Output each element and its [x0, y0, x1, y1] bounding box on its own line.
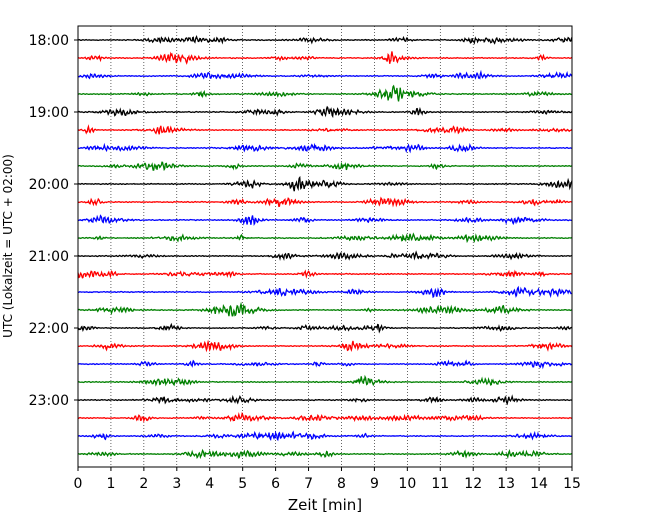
y-tick-label: 18:00 — [29, 33, 69, 49]
x-axis-label: Zeit [min] — [288, 496, 362, 514]
x-tick-label: 15 — [563, 476, 581, 492]
seismic-trace — [77, 232, 573, 244]
seismic-trace — [78, 51, 573, 65]
seismic-trace — [78, 411, 573, 424]
x-tick-label: 2 — [139, 476, 148, 492]
seismic-trace — [77, 339, 573, 353]
seismic-trace — [77, 69, 573, 80]
seismic-trace — [77, 394, 573, 406]
plot-frame — [77, 25, 573, 468]
y-axis: 18:00 19:00 20:00 21:00 22:00 23:00 — [29, 33, 78, 409]
x-tick-label: 14 — [530, 476, 548, 492]
y-tick-label: 20:00 — [29, 177, 69, 193]
seismic-trace — [77, 196, 573, 208]
seismic-trace — [77, 214, 572, 226]
y-tick-label: 21:00 — [29, 249, 69, 265]
seismic-trace — [77, 84, 573, 102]
y-tick-label: 19:00 — [29, 105, 69, 121]
seismic-trace — [77, 124, 573, 135]
x-tick-label: 10 — [398, 476, 416, 492]
trace-group — [77, 35, 573, 460]
seismic-trace — [77, 374, 573, 387]
seismic-trace — [77, 269, 573, 279]
seismic-trace — [77, 105, 573, 119]
x-tick-label: 4 — [205, 476, 214, 492]
x-tick-label: 3 — [172, 476, 181, 492]
plot-area — [78, 26, 572, 467]
x-axis: 0 1 2 3 4 5 6 7 8 9 10 11 12 13 14 15 — [74, 467, 581, 492]
x-tick-label: 11 — [431, 476, 449, 492]
x-tick-label: 6 — [271, 476, 280, 492]
x-tick-label: 9 — [370, 476, 379, 492]
x-tick-label: 13 — [497, 476, 515, 492]
seismic-trace — [77, 285, 573, 299]
x-tick-label: 7 — [304, 476, 313, 492]
y-tick-label: 23:00 — [29, 393, 69, 409]
x-tick-label: 5 — [238, 476, 247, 492]
seismic-trace — [77, 250, 573, 261]
seismic-trace — [77, 359, 573, 370]
y-axis-label: UTC (Lokalzeit = UTC + 02:00) — [1, 154, 15, 338]
seismic-trace — [77, 35, 573, 45]
seismic-trace — [77, 322, 573, 334]
seismic-trace — [77, 175, 573, 192]
seismic-trace — [77, 161, 573, 172]
seismic-trace — [77, 448, 573, 460]
seismic-trace — [77, 301, 573, 317]
x-tick-label: 0 — [74, 476, 83, 492]
x-tick-label: 12 — [464, 476, 482, 492]
x-tick-label: 8 — [337, 476, 346, 492]
seismic-trace — [77, 142, 573, 154]
seismic-trace — [77, 430, 573, 442]
x-tick-label: 1 — [106, 476, 115, 492]
y-tick-label: 22:00 — [29, 321, 69, 337]
